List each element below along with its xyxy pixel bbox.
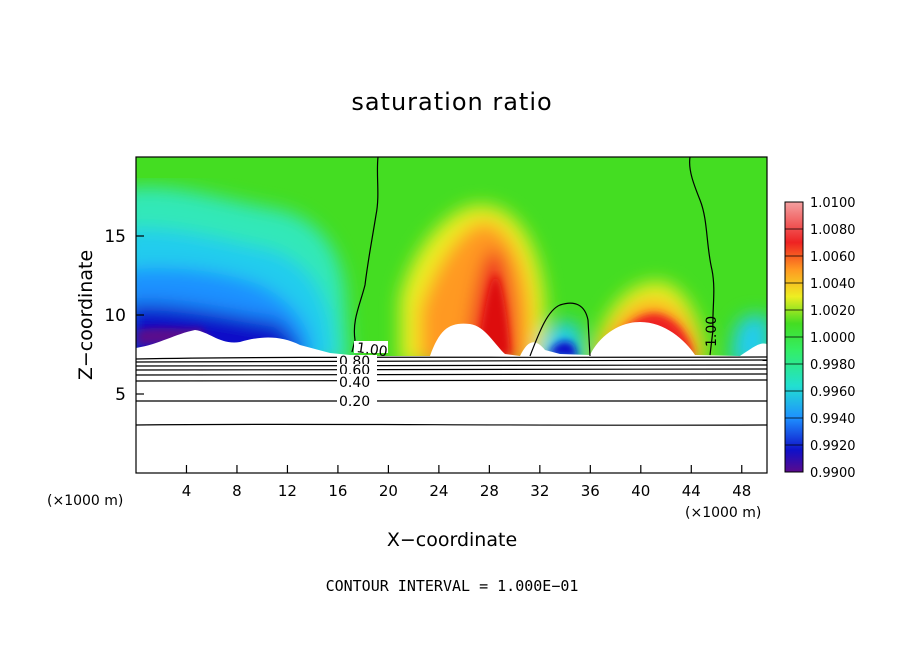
colorbar-label: 1.0080 (810, 223, 856, 238)
colorbar-label: 0.9940 (810, 412, 856, 427)
x-tick-label: 20 (379, 482, 398, 500)
contour-label-1.00-right: 1.00 (704, 316, 720, 347)
chart-title: saturation ratio (351, 88, 553, 116)
colorbar-label: 1.0000 (810, 331, 856, 346)
x-tick-label: 40 (631, 482, 650, 500)
x-axis-label: X−coordinate (387, 529, 517, 551)
y-tick-label: 10 (104, 306, 126, 326)
x-unit-right: (×1000 m) (685, 505, 761, 521)
x-tick-label: 36 (581, 482, 600, 500)
contour-interval-note: CONTOUR INTERVAL = 1.000E−01 (325, 577, 579, 595)
colorbar-label: 0.9980 (810, 358, 856, 373)
x-tick-label: 24 (429, 482, 448, 500)
colorbar-label: 0.9960 (810, 385, 856, 400)
x-axis-ticks: 4 8 12 16 20 24 28 32 36 40 44 48 (182, 465, 751, 500)
y-tick-label: 5 (115, 385, 126, 405)
y-tick-label: 15 (104, 227, 126, 247)
x-tick-label: 16 (328, 482, 347, 500)
x-tick-label: 32 (530, 482, 549, 500)
contour-label-0.20: 0.20 (339, 394, 370, 410)
colorbar-ticks: 1.0100 1.0080 1.0060 1.0040 1.0020 1.0000 0.99… (785, 196, 856, 481)
colorbar: 1.0100 1.0080 1.0060 1.0040 1.0020 1.0000 0.99… (784, 196, 856, 481)
x-tick-label: 48 (732, 482, 751, 500)
colorbar-label: 1.0060 (810, 250, 856, 265)
colorbar-label: 1.0020 (810, 304, 856, 319)
colorbar-label: 0.9900 (810, 466, 856, 481)
x-tick-label: 12 (278, 482, 297, 500)
colorbar-label: 1.0040 (810, 277, 856, 292)
y-axis-label: Z−coordinate (75, 250, 97, 380)
colorbar-label: 1.0100 (810, 196, 856, 211)
heatmap-field (136, 157, 767, 473)
x-tick-label: 44 (682, 482, 701, 500)
contour-label-0.40: 0.40 (339, 375, 370, 391)
y-axis-ticks: 5 10 15 (104, 227, 144, 405)
x-tick-label: 28 (480, 482, 499, 500)
contour-lines (136, 157, 767, 426)
x-tick-label: 8 (232, 482, 242, 500)
x-unit-left: (×1000 m) (47, 493, 123, 509)
contour-label-group: 1.00 0.80 0.60 0.40 0.20 1.00 (337, 316, 720, 410)
x-tick-label: 4 (182, 482, 192, 500)
colorbar-label: 0.9920 (810, 439, 856, 454)
